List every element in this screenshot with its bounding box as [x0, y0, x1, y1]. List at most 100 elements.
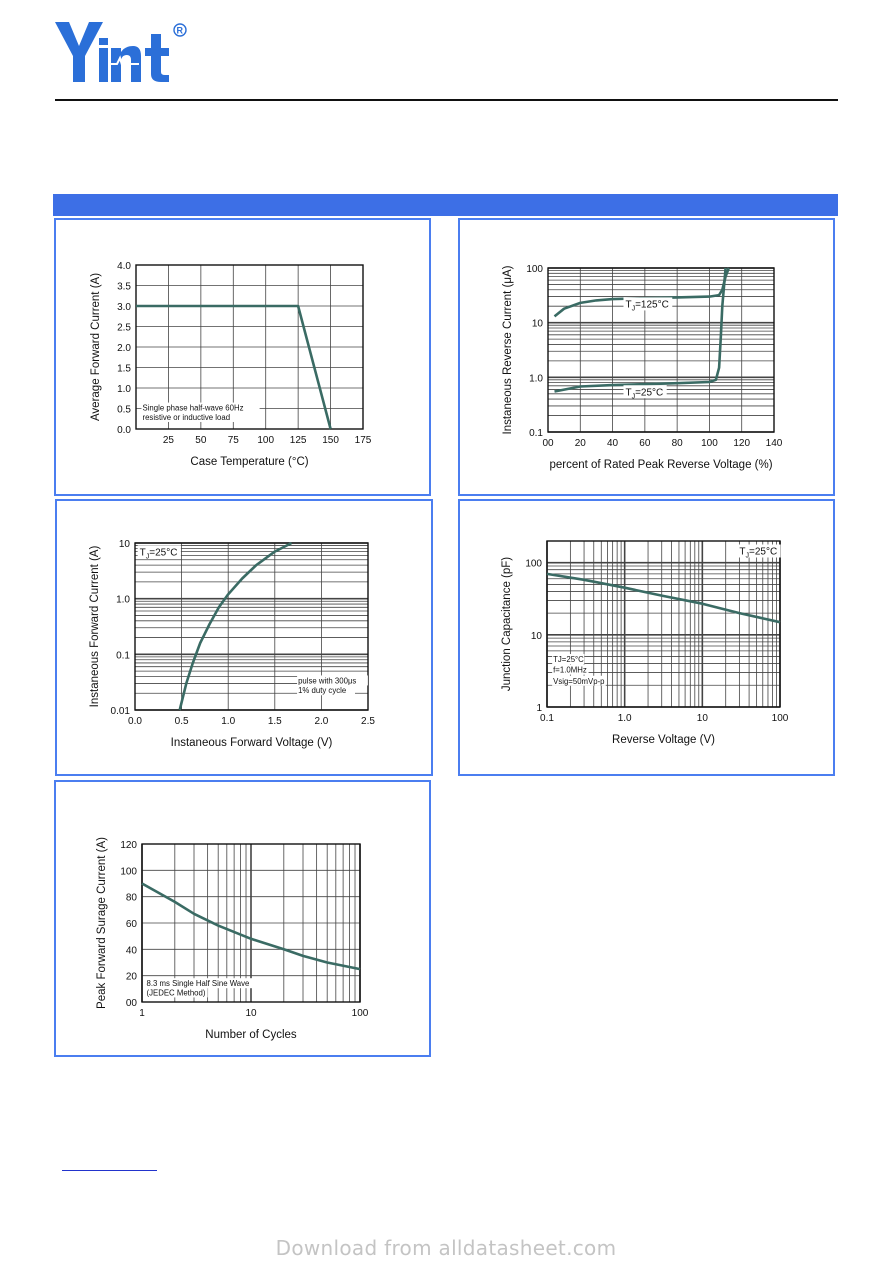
- x-tick-label: 120: [733, 438, 750, 449]
- y-tick-label: 1.0: [116, 595, 130, 606]
- y-tick-label: 0.01: [111, 706, 131, 717]
- series-line: [178, 541, 293, 711]
- y-tick-label: 2.0: [117, 343, 131, 354]
- y-tick-label: 10: [532, 319, 544, 330]
- x-tick-label: 2.5: [361, 716, 375, 727]
- x-tick-label: 40: [607, 438, 619, 449]
- annotation-text: T: [625, 299, 631, 310]
- y-tick-label: 120: [120, 840, 137, 851]
- annotation-label: Single phase half-wave 60Hz: [142, 404, 243, 413]
- annotation-subscript: J: [632, 393, 636, 400]
- y-axis-title: Peak Forward Surage Current (A): [96, 837, 108, 1009]
- x-tick-label: 80: [672, 438, 684, 449]
- x-tick-label: 100: [701, 438, 718, 449]
- x-tick-label: 0.5: [175, 716, 189, 727]
- x-tick-label: 10: [697, 713, 709, 724]
- annotation-label: TJ=25°C: [625, 387, 663, 400]
- x-axis-title: percent of Rated Peak Reverse Voltage (%…: [549, 459, 772, 471]
- annotation-label: resistive or inductive load: [142, 413, 230, 422]
- y-tick-label: 2.5: [117, 323, 131, 334]
- chart-panel-derating: 25 50 75 100 125 150 175 0.0 0.5 1.0 1.5 2.0 2.5 3.0 3…: [54, 218, 431, 496]
- x-tick-label: 140: [766, 438, 783, 449]
- x-tick-label: 1.0: [618, 713, 632, 724]
- y-tick-label: 1.0: [529, 373, 543, 384]
- section-bar: [53, 194, 838, 216]
- footer-link-underline[interactable]: [62, 1170, 157, 1171]
- annotation-bg: [297, 675, 368, 686]
- annotation-bg: [623, 297, 673, 311]
- y-axis-title: Average Forward Current (A): [90, 273, 102, 421]
- x-tick-label: 1.5: [268, 716, 282, 727]
- y-axis-title: Instaneous Forward Current (A): [89, 545, 101, 707]
- y-tick-label: 40: [126, 945, 138, 956]
- y-tick-label: 4.0: [117, 261, 131, 272]
- annotation-label: TJ=125°C: [625, 299, 668, 312]
- annotation-bg: [145, 978, 268, 989]
- annotation-rest: =25°C: [635, 387, 663, 398]
- annotation-rest: =125°C: [635, 299, 669, 310]
- x-tick-label: 125: [290, 435, 307, 446]
- x-tick-label: 150: [322, 435, 339, 446]
- x-tick-label: 20: [575, 438, 587, 449]
- x-tick-label: 25: [163, 435, 175, 446]
- chart-reverse-current: 00 20 40 60 80 100 120 140 0.1 1.0 10 100 percent of…: [502, 264, 783, 471]
- annotation-text: T: [625, 387, 631, 398]
- annotation-bg: [141, 411, 260, 422]
- chart-panel-surge: 1 10 100 00 20 40 60 80 100 120 Number of Cycles Pe…: [54, 780, 431, 1057]
- x-tick-label: 50: [195, 435, 207, 446]
- x-tick-label: 100: [772, 713, 789, 724]
- y-tick-label: 00: [126, 998, 138, 1009]
- header-rule: [55, 99, 838, 101]
- y-tick-label: 10: [119, 539, 131, 550]
- annotation-label: Vsig=50mVp-p: [553, 677, 605, 686]
- chart-derating: 25 50 75 100 125 150 175 0.0 0.5 1.0 1.5 2.0 2.5 3.0 3…: [90, 261, 372, 468]
- x-tick-label: 10: [245, 1008, 257, 1019]
- annotation-label: 1% duty cycle: [298, 686, 346, 695]
- y-tick-label: 100: [120, 866, 137, 877]
- y-tick-label: 10: [531, 631, 543, 642]
- x-tick-label: 100: [352, 1008, 369, 1019]
- x-tick-label: 0.0: [128, 716, 142, 727]
- plot-frame: [141, 843, 361, 1003]
- series-line: [554, 267, 727, 393]
- y-tick-label: 0.0: [117, 425, 131, 436]
- y-axis-title: Instaneous Reverse Current (μA): [502, 265, 514, 434]
- x-tick-label: 75: [228, 435, 240, 446]
- plot-frame: [547, 267, 775, 433]
- annotation-subscript: J: [745, 552, 749, 559]
- y-tick-label: 60: [126, 919, 138, 930]
- y-tick-label: 0.1: [529, 428, 543, 439]
- chart-panel-reverse-current: 00 20 40 60 80 100 120 140 0.1 1.0 10 100 percent of…: [458, 218, 835, 496]
- annotation-bg: [552, 654, 585, 665]
- y-tick-label: 80: [126, 893, 138, 904]
- annotation-label: (JEDEC Method): [147, 988, 206, 997]
- plot-frame: [134, 542, 369, 711]
- y-tick-label: 3.5: [117, 282, 131, 293]
- x-axis-title: Number of Cycles: [205, 1029, 297, 1041]
- annotation-bg: [552, 664, 589, 675]
- annotation-bg: [145, 987, 208, 998]
- x-tick-label: 2.0: [314, 716, 328, 727]
- annotation-text: T: [739, 546, 745, 557]
- y-tick-label: 1.0: [117, 384, 131, 395]
- x-axis-title: Instaneous Forward Voltage (V): [171, 737, 333, 749]
- annotation-bg: [623, 385, 667, 399]
- company-logo: R: [55, 22, 187, 82]
- series-line: [141, 882, 361, 971]
- x-tick-label: 1.0: [221, 716, 235, 727]
- y-axis-title: Junction Capacitance (pF): [501, 557, 513, 691]
- annotation-label: TJ=25°C: [739, 546, 777, 559]
- annotation-bg: [141, 402, 260, 413]
- annotation-subscript: J: [146, 553, 150, 560]
- x-axis-title: Reverse Voltage (V): [612, 734, 715, 746]
- annotation-label: f=1.0MHz: [553, 666, 587, 675]
- x-axis-title: Case Temperature (°C): [190, 456, 308, 468]
- annotation-label: 8.3 ms Single Half Sine Wave: [147, 979, 250, 988]
- chart-forward-current: 0.0 0.5 1.0 1.5 2.0 2.5 0.01 0.1 1.0 10 Instaneous…: [89, 539, 375, 749]
- x-tick-label: 00: [542, 438, 554, 449]
- x-tick-label: 100: [257, 435, 274, 446]
- y-tick-label: 0.5: [117, 405, 131, 416]
- y-tick-label: 1: [536, 703, 542, 714]
- x-tick-label: 1: [139, 1008, 145, 1019]
- series-line: [136, 304, 332, 430]
